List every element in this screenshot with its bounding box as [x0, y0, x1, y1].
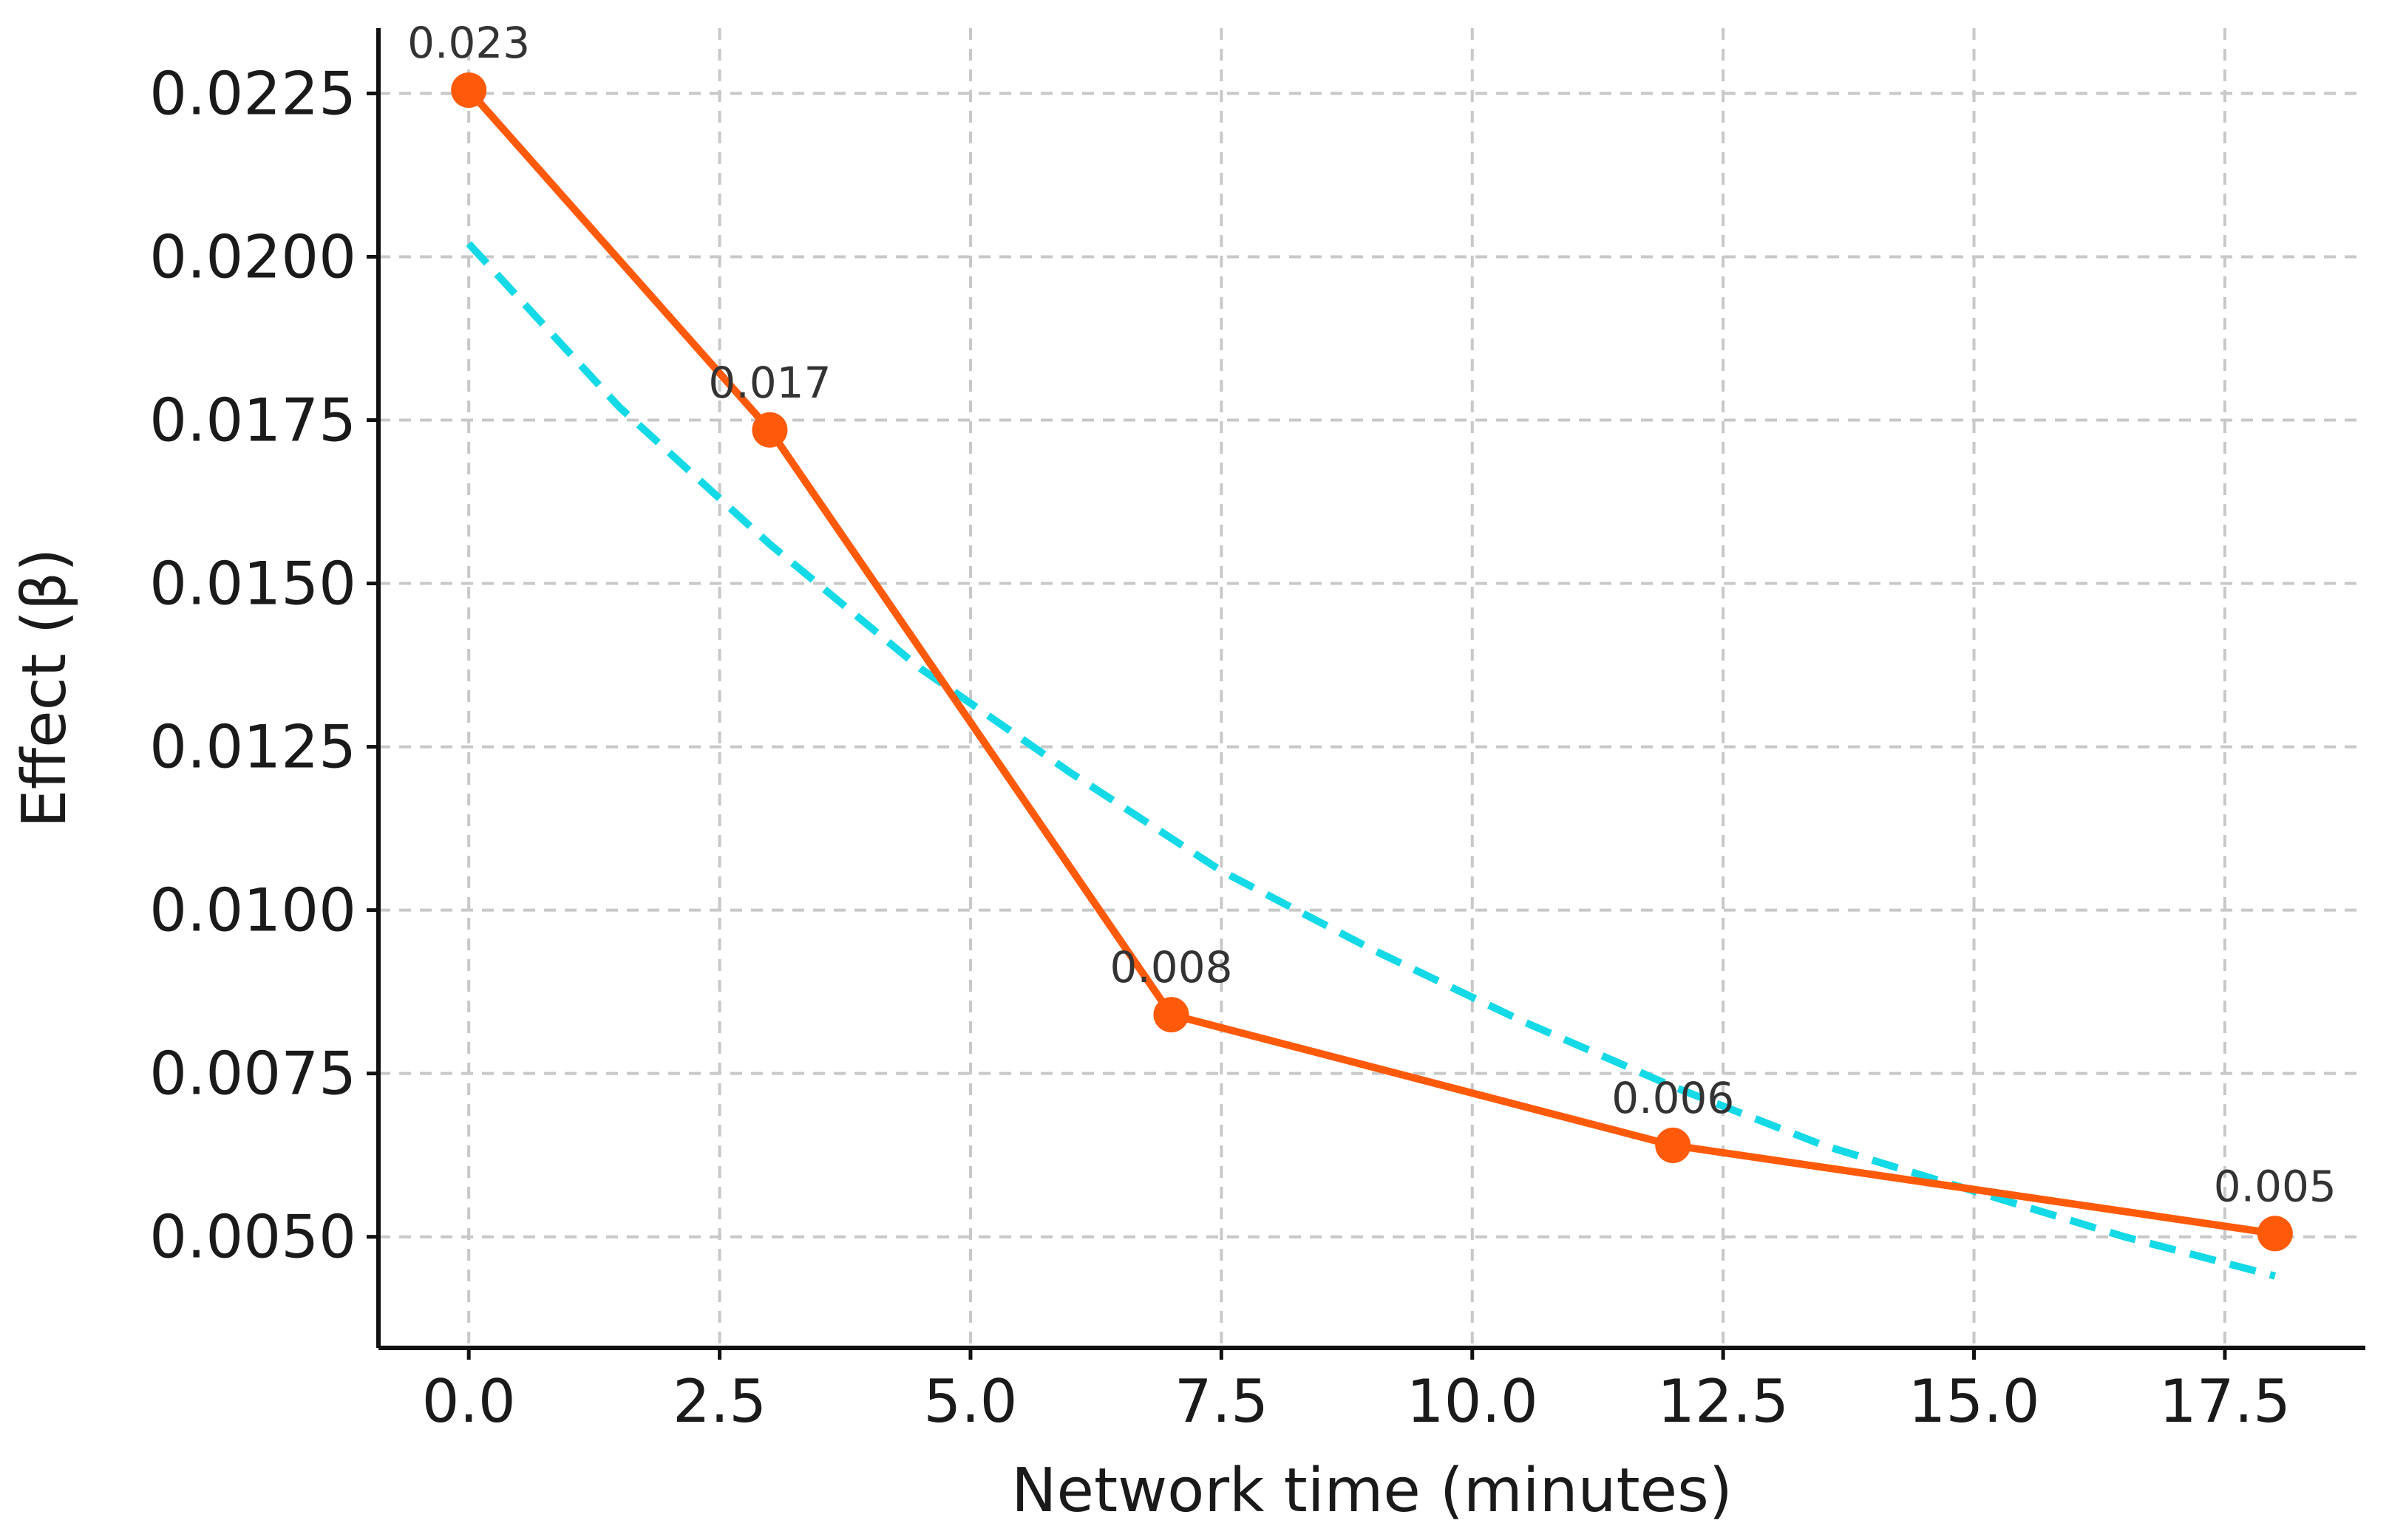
x-tick-label: 15.0: [1908, 1367, 2039, 1436]
data-label: 0.005: [2214, 1161, 2337, 1211]
data-label: 0.017: [708, 358, 831, 408]
y-tick-label: 0.0075: [149, 1040, 356, 1108]
grid-lines: [378, 28, 2365, 1348]
x-tick-label: 5.0: [923, 1367, 1017, 1436]
y-tick-label: 0.0100: [149, 876, 356, 945]
x-tick-label: 12.5: [1657, 1367, 1789, 1436]
x-tick-label: 17.5: [2159, 1367, 2291, 1436]
effect-series: 0.023 0.017 0.008 0.006 0.005: [407, 18, 2337, 1252]
data-point: [1153, 997, 1189, 1033]
y-tick-label: 0.0150: [149, 550, 356, 619]
y-tick-label: 0.0225: [149, 59, 356, 128]
data-label: 0.006: [1611, 1073, 1734, 1123]
x-tick-label: 2.5: [673, 1367, 767, 1436]
y-tick-label: 0.0050: [149, 1203, 356, 1272]
x-tick-label: 7.5: [1175, 1367, 1268, 1436]
axes: 0.0 2.5 5.0 7.5 10.0 12.5 15.0 17.5 0.0050 0.0075…: [149, 28, 2365, 1436]
effect-line: [466, 87, 2276, 1238]
y-tick-label: 0.0125: [149, 713, 356, 782]
y-tick-label: 0.0200: [149, 222, 356, 291]
data-label: 0.023: [407, 18, 530, 68]
x-tick-label: 10.0: [1407, 1367, 1538, 1436]
data-point: [2257, 1216, 2293, 1252]
data-point: [1655, 1127, 1691, 1163]
y-tick-label: 0.0175: [149, 386, 356, 454]
data-point: [752, 412, 788, 448]
data-point: [451, 72, 487, 108]
x-axis-title: Network time (minutes): [1011, 1456, 1733, 1526]
y-axis-title: Effect (β): [10, 548, 80, 828]
x-tick-label: 0.0: [422, 1367, 516, 1436]
data-label: 0.008: [1109, 942, 1232, 992]
